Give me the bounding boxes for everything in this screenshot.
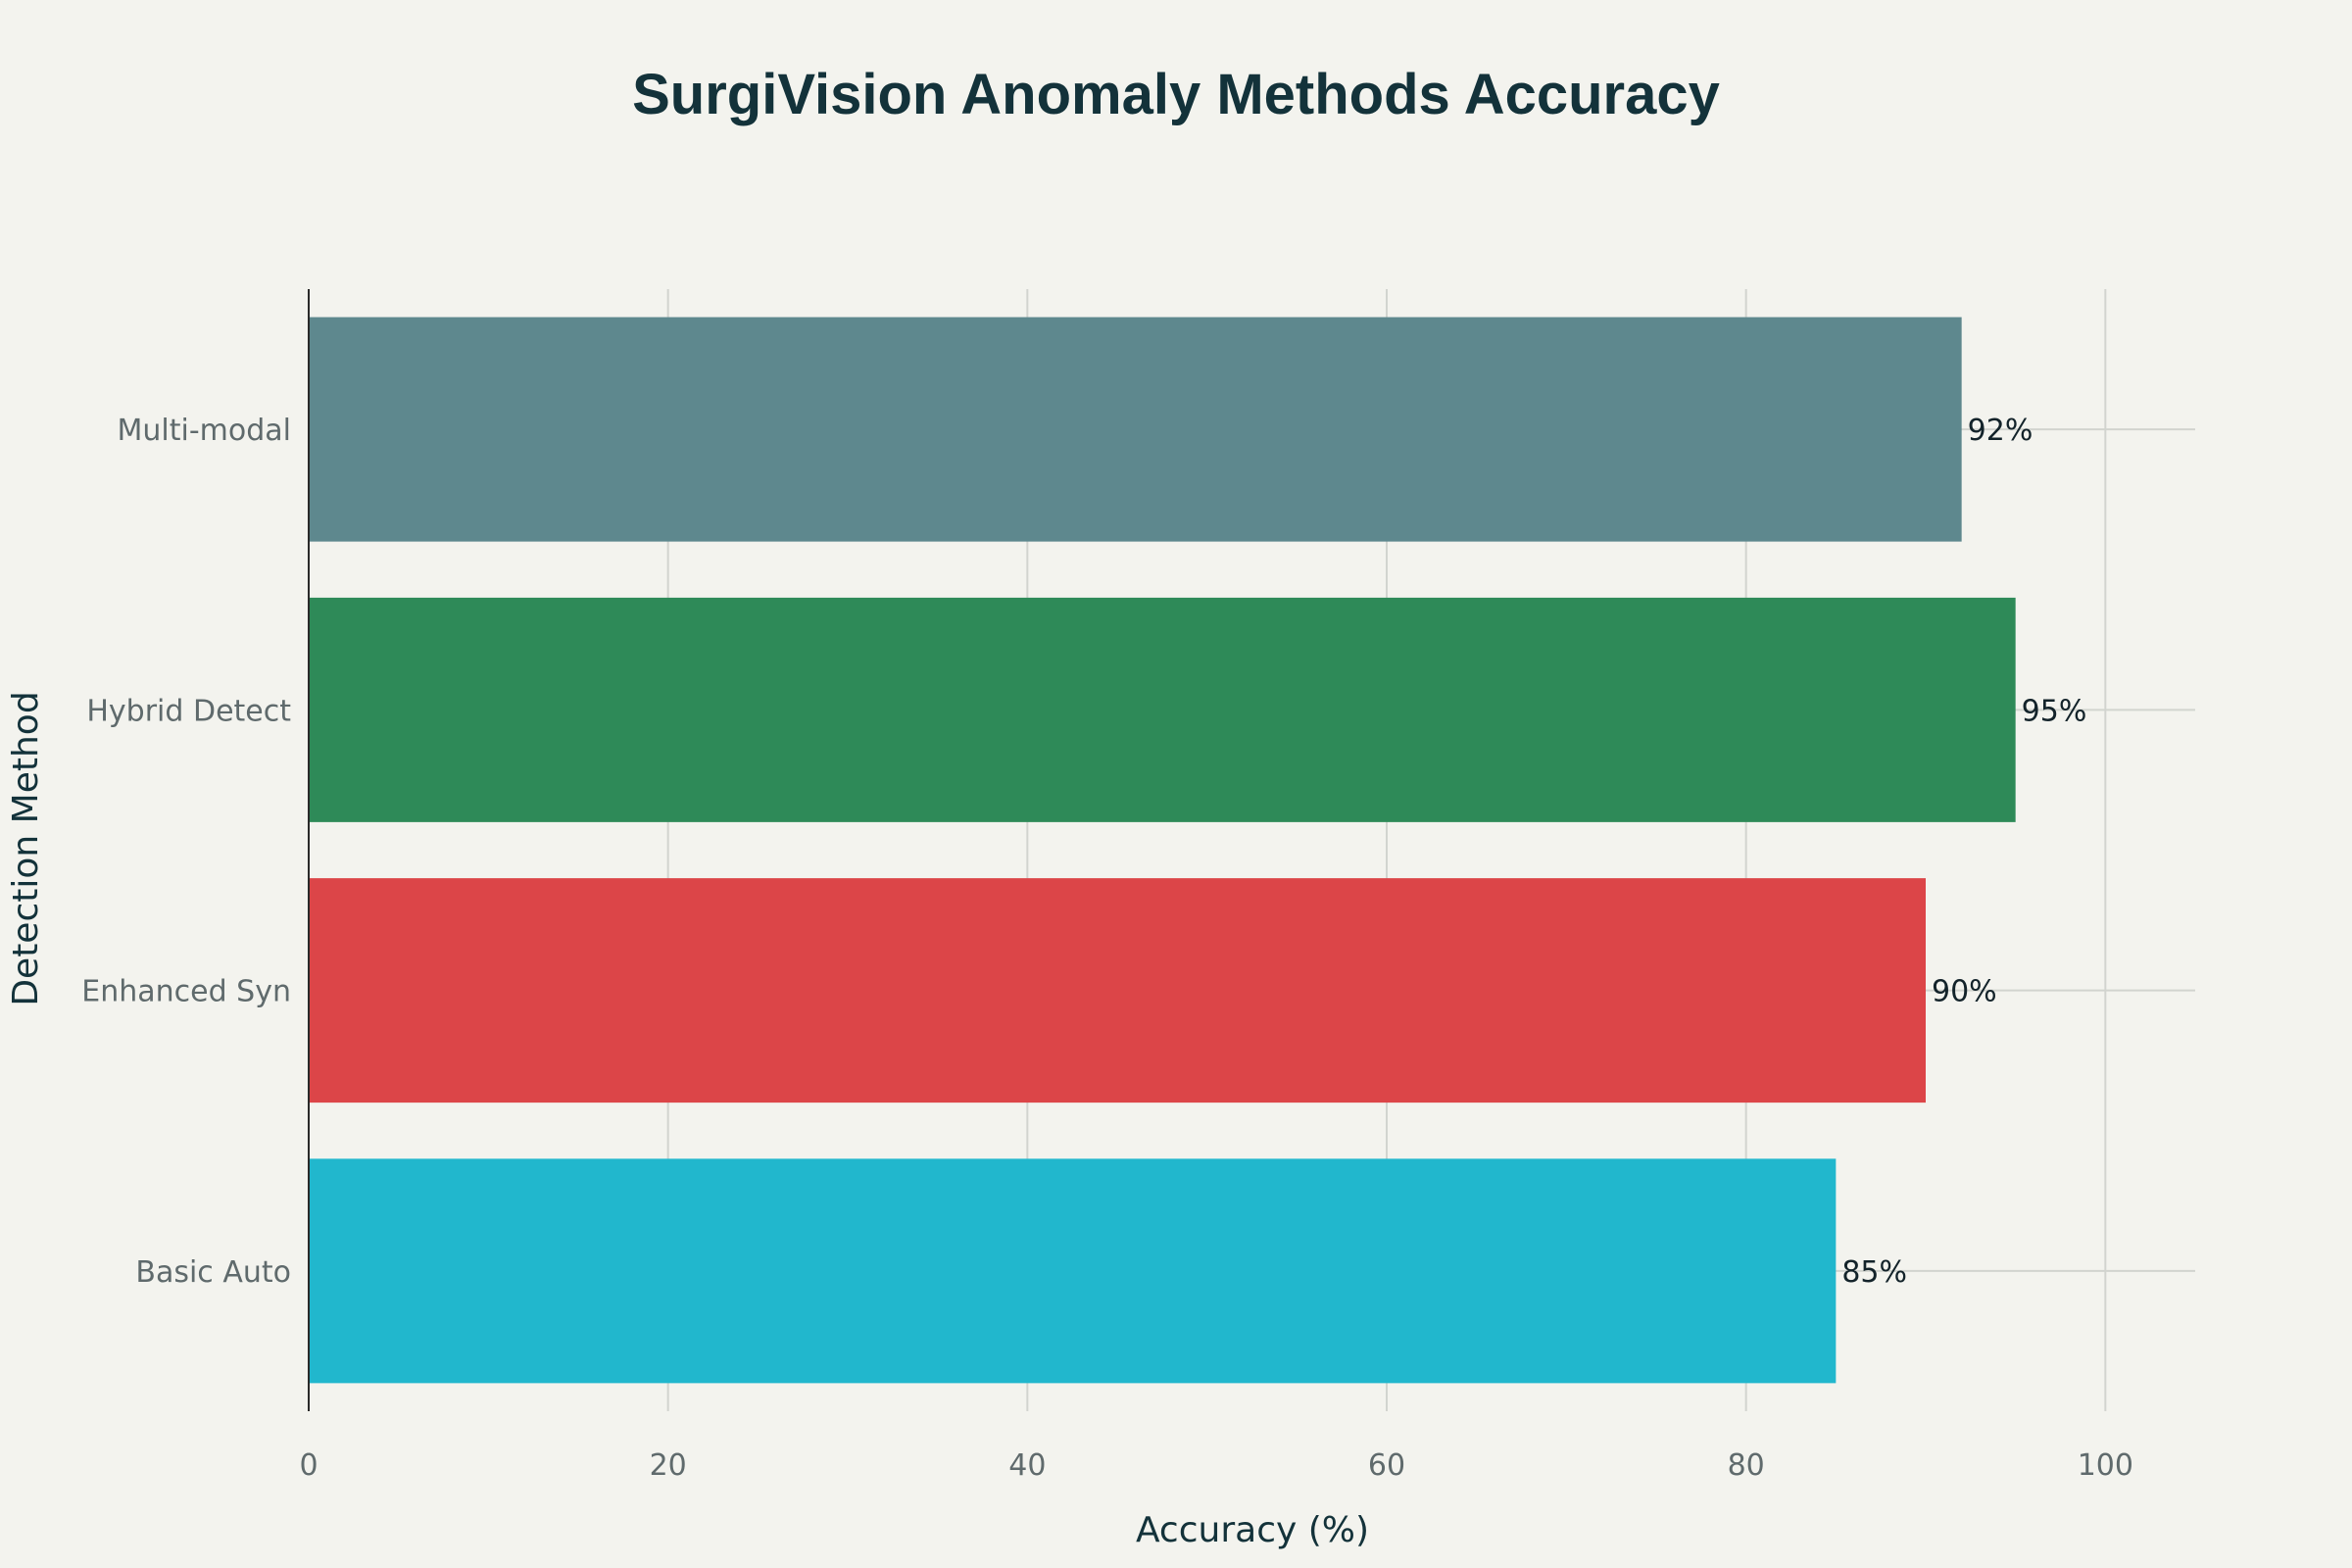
x-tick-label: 60 <box>1368 1448 1405 1483</box>
labels: 0 20 40 60 80 100 85% Basic Auto 90% Enhanced Syn… <box>81 414 2133 1483</box>
x-tick-label: 0 <box>299 1448 318 1483</box>
data-label: 92% <box>1968 414 2034 448</box>
x-tick-label: 80 <box>1728 1448 1765 1483</box>
data-label: 90% <box>1932 975 1997 1009</box>
bar-multi-modal <box>309 317 1962 542</box>
x-tick-label: 20 <box>650 1448 687 1483</box>
y-axis-title: Detection Method <box>6 691 46 1005</box>
x-axis-title: Accuracy (%) <box>1136 1510 1369 1550</box>
y-tick-label: Enhanced Syn <box>81 975 291 1009</box>
y-tick-label: Hybrid Detect <box>86 694 291 728</box>
bar-basic-auto <box>309 1158 1837 1384</box>
data-label: 85% <box>1841 1255 1907 1290</box>
bars <box>309 317 2016 1384</box>
bar-enhanced-syn <box>309 878 1926 1103</box>
bar-hybrid-detect <box>309 597 2016 822</box>
x-tick-label: 100 <box>2078 1448 2133 1483</box>
data-label: 95% <box>2022 694 2087 728</box>
y-tick-label: Basic Auto <box>135 1255 291 1290</box>
x-tick-label: 40 <box>1008 1448 1046 1483</box>
y-tick-label: Multi-modal <box>118 414 292 448</box>
chart-title: SurgiVision Anomaly Methods Accuracy <box>632 63 1720 126</box>
